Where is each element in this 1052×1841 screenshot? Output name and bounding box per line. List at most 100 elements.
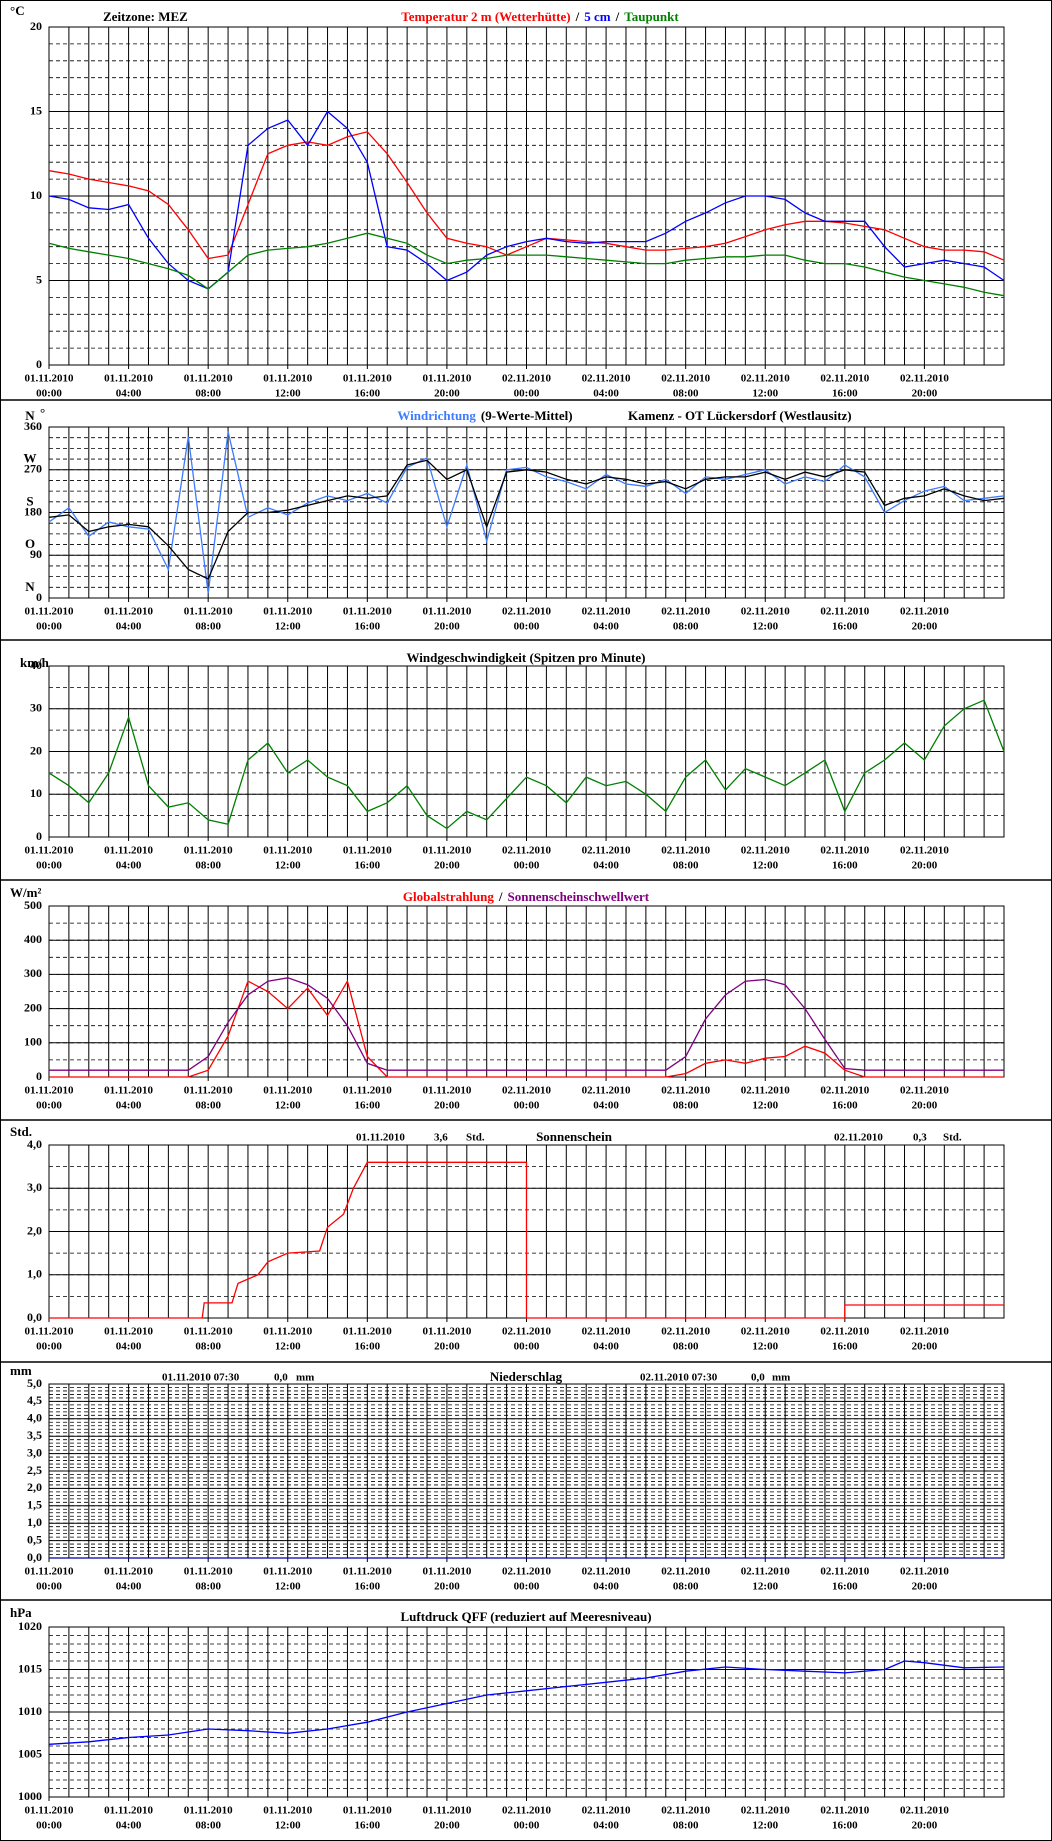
- x-tick-date: 02.11.2010: [502, 1805, 551, 1817]
- x-tick-time: 12:00: [752, 860, 778, 872]
- chart-subtitle: Kamenz - OT Lückersdorf (Westlausitz): [628, 408, 852, 423]
- x-tick-date: 01.11.2010: [343, 845, 392, 857]
- x-tick-time: 12:00: [752, 388, 778, 400]
- x-tick-time: 20:00: [434, 1100, 460, 1112]
- x-tick-date: 02.11.2010: [900, 373, 949, 385]
- x-tick-date: 01.11.2010: [263, 1085, 312, 1097]
- y-tick-label: 0: [36, 357, 42, 371]
- x-tick-time: 08:00: [673, 621, 699, 633]
- x-tick-time: 12:00: [752, 1341, 778, 1353]
- chart-title: Niederschlag: [490, 1369, 563, 1384]
- x-tick-date: 01.11.2010: [184, 1805, 233, 1817]
- y-tick-label: 1020: [18, 1619, 42, 1633]
- x-tick-date: 02.11.2010: [582, 845, 631, 857]
- legend-entry: Taupunkt: [624, 9, 679, 24]
- y-tick-label: 1010: [18, 1704, 42, 1718]
- x-tick-date: 01.11.2010: [104, 1805, 153, 1817]
- y-tick-label: 4,0: [27, 1411, 42, 1425]
- x-tick-date: 02.11.2010: [582, 373, 631, 385]
- x-tick-time: 20:00: [912, 388, 938, 400]
- x-tick-date: 01.11.2010: [104, 845, 153, 857]
- x-tick-time: 00:00: [514, 860, 540, 872]
- x-tick-time: 00:00: [514, 1820, 540, 1832]
- y-tick-label: 10: [30, 786, 42, 800]
- data-line: [48, 131, 1005, 261]
- x-tick-time: 20:00: [912, 1100, 938, 1112]
- chart-title: Sonnenschein: [536, 1129, 613, 1144]
- x-tick-date: 02.11.2010: [741, 1326, 790, 1338]
- x-tick-date: 01.11.2010: [184, 1085, 233, 1097]
- x-tick-date: 01.11.2010: [263, 606, 312, 618]
- x-tick-date: 02.11.2010: [741, 845, 790, 857]
- x-tick-date: 02.11.2010: [661, 373, 710, 385]
- x-tick-time: 00:00: [36, 1341, 62, 1353]
- x-tick-date: 02.11.2010: [900, 1085, 949, 1097]
- y-tick-label: 360: [24, 419, 42, 433]
- x-tick-time: 12:00: [275, 1100, 301, 1112]
- y-tick-label: 0: [36, 829, 42, 843]
- y-tick-label: 2,0: [27, 1480, 42, 1494]
- x-tick-time: 20:00: [434, 1820, 460, 1832]
- data-line: [49, 979, 1004, 1078]
- y-tick-label: 4,0: [27, 1137, 42, 1151]
- y-tick-label: 1015: [18, 1661, 42, 1675]
- x-tick-time: 08:00: [195, 1581, 221, 1593]
- x-tick-date: 02.11.2010: [820, 606, 869, 618]
- x-tick-date: 01.11.2010: [263, 1566, 312, 1578]
- y-tick-label: 0: [36, 590, 42, 604]
- direction-label: N: [25, 579, 35, 594]
- x-tick-time: 16:00: [354, 388, 380, 400]
- x-tick-date: 01.11.2010: [25, 1805, 74, 1817]
- x-tick-time: 08:00: [195, 621, 221, 633]
- y-tick-label: 1,0: [27, 1515, 42, 1529]
- x-tick-date: 01.11.2010: [184, 606, 233, 618]
- data-line: [48, 232, 1005, 297]
- legend-separator: /: [615, 9, 620, 24]
- x-tick-time: 20:00: [434, 1581, 460, 1593]
- x-tick-date: 01.11.2010: [184, 373, 233, 385]
- data-line: [48, 459, 1005, 580]
- x-tick-time: 08:00: [673, 860, 699, 872]
- y-tick-label: 30: [30, 701, 42, 715]
- x-tick-time: 08:00: [673, 1100, 699, 1112]
- annotation: 02.11.2010 07:30: [640, 1372, 718, 1384]
- x-tick-date: 01.11.2010: [422, 1566, 471, 1578]
- x-tick-time: 16:00: [832, 1341, 858, 1353]
- x-tick-time: 16:00: [354, 1100, 380, 1112]
- x-tick-time: 04:00: [593, 1581, 619, 1593]
- y-tick-label: 2,5: [27, 1463, 42, 1477]
- x-tick-date: 01.11.2010: [263, 373, 312, 385]
- x-tick-date: 02.11.2010: [582, 1326, 631, 1338]
- x-tick-date: 01.11.2010: [25, 1085, 74, 1097]
- legend-separator: /: [498, 889, 503, 904]
- x-tick-date: 01.11.2010: [25, 373, 74, 385]
- x-tick-date: 01.11.2010: [25, 1326, 74, 1338]
- x-tick-time: 08:00: [673, 1341, 699, 1353]
- plot-frame: [48, 1626, 1005, 1798]
- x-tick-time: 16:00: [832, 1820, 858, 1832]
- annotation: 0,0: [751, 1372, 765, 1384]
- x-tick-time: 12:00: [752, 1100, 778, 1112]
- x-tick-time: 20:00: [912, 860, 938, 872]
- x-tick-date: 01.11.2010: [104, 1085, 153, 1097]
- legend: Windrichtung (9-Werte-Mittel): [397, 408, 572, 423]
- x-tick-date: 02.11.2010: [900, 845, 949, 857]
- direction-label: W: [24, 451, 37, 466]
- x-tick-date: 02.11.2010: [820, 1566, 869, 1578]
- y-unit: W/m²: [10, 885, 41, 900]
- y-tick-label: 1,0: [27, 1267, 42, 1281]
- y-unit: km/h: [20, 655, 50, 670]
- y-tick-label: 180: [24, 504, 42, 518]
- x-tick-time: 04:00: [116, 621, 142, 633]
- annotation: 3,6: [434, 1132, 448, 1144]
- x-tick-date: 01.11.2010: [343, 1326, 392, 1338]
- x-tick-date: 02.11.2010: [661, 1085, 710, 1097]
- legend-entry: Temperatur 2 m (Wetterhütte): [401, 9, 570, 24]
- annotation: mm: [772, 1372, 790, 1384]
- x-tick-date: 01.11.2010: [25, 845, 74, 857]
- x-tick-time: 12:00: [275, 1820, 301, 1832]
- x-tick-time: 00:00: [36, 1581, 62, 1593]
- legend-entry: 5 cm: [584, 9, 611, 24]
- x-tick-date: 01.11.2010: [263, 1805, 312, 1817]
- chart-title: Luftdruck QFF (reduziert auf Meeresnivea…: [400, 1609, 651, 1624]
